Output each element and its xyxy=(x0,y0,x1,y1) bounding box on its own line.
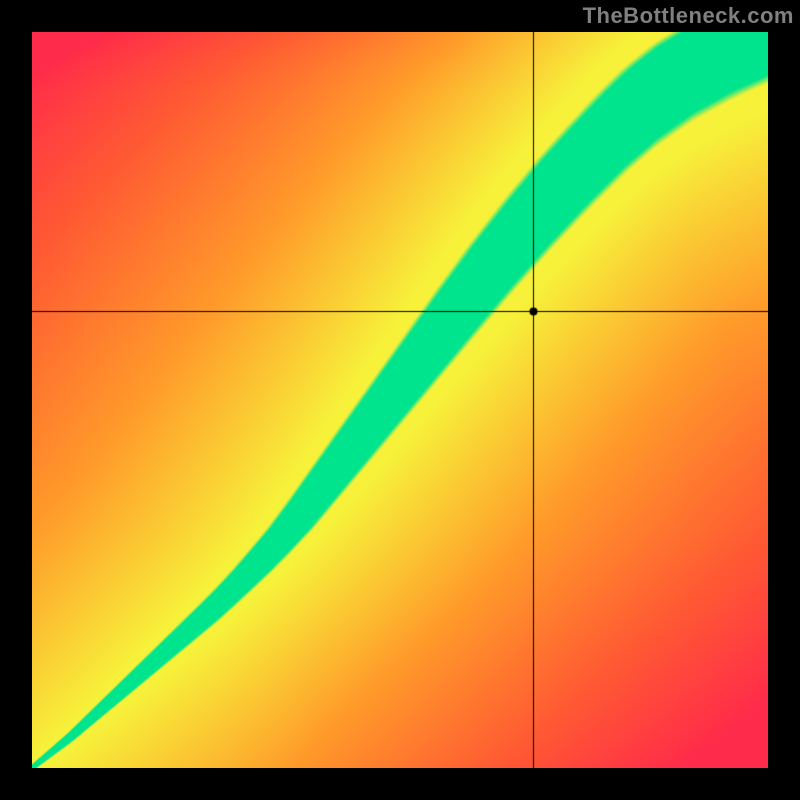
bottleneck-heatmap xyxy=(32,32,768,768)
watermark-text: TheBottleneck.com xyxy=(583,3,794,29)
